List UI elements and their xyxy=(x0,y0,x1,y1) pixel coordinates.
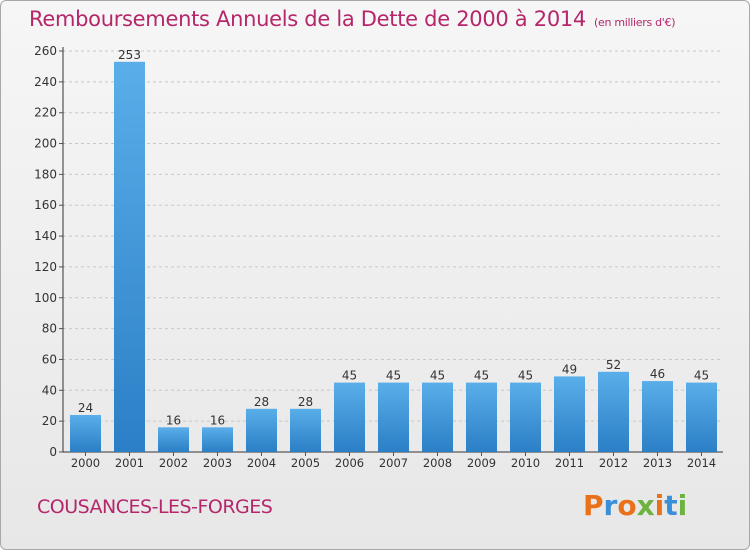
logo-letter: i xyxy=(677,489,688,522)
data-label-2007: 45 xyxy=(386,369,401,383)
bar-2010 xyxy=(510,382,541,452)
data-label-2013: 46 xyxy=(650,367,665,381)
bar-2001 xyxy=(114,61,145,453)
data-label-2014: 45 xyxy=(694,369,709,383)
y-tick-label: 40 xyxy=(42,383,57,397)
bar-2003 xyxy=(202,427,233,452)
y-tick-label: 80 xyxy=(42,322,57,336)
logo-letter: x xyxy=(636,489,655,522)
chart-title-text: Remboursements Annuels de la Dette de 20… xyxy=(29,7,586,31)
bar-2009 xyxy=(466,382,497,452)
logo-letter: o xyxy=(617,489,637,522)
x-tick-label: 2014 xyxy=(687,456,716,470)
y-tick-label: 200 xyxy=(34,137,57,151)
bar-2004 xyxy=(246,408,277,452)
commune-name: COUSANCES-LES-FORGES xyxy=(37,496,273,518)
bar-2006 xyxy=(334,382,365,452)
bar-2012 xyxy=(598,371,629,452)
x-tick-label: 2012 xyxy=(599,456,628,470)
x-tick-label: 2008 xyxy=(423,456,452,470)
data-label-2005: 28 xyxy=(298,395,313,409)
x-tick-label: 2005 xyxy=(291,456,320,470)
y-tick-label: 60 xyxy=(42,352,57,366)
data-label-2006: 45 xyxy=(342,369,357,383)
y-tick-label: 100 xyxy=(34,291,57,305)
bar-2007 xyxy=(378,382,409,452)
bar-2011 xyxy=(554,376,585,452)
chart-subtitle: (en milliers d'€) xyxy=(594,16,676,29)
data-label-2004: 28 xyxy=(254,395,269,409)
logo-letter: t xyxy=(664,489,678,522)
data-label-2003: 16 xyxy=(210,413,225,427)
y-tick-label: 180 xyxy=(34,167,57,181)
chart-title: Remboursements Annuels de la Dette de 20… xyxy=(29,7,675,31)
x-tick-label: 2004 xyxy=(247,456,276,470)
data-label-2008: 45 xyxy=(430,369,445,383)
y-tick-label: 240 xyxy=(34,75,57,89)
x-tick-label: 2007 xyxy=(379,456,408,470)
x-tick-label: 2009 xyxy=(467,456,496,470)
bar-2013 xyxy=(642,381,673,452)
bar-2005 xyxy=(290,408,321,452)
x-tick-label: 2013 xyxy=(643,456,672,470)
logo-letter: i xyxy=(654,489,665,522)
data-label-2002: 16 xyxy=(166,413,181,427)
data-label-2001: 253 xyxy=(118,48,141,62)
logo-letter: P xyxy=(583,489,604,522)
data-label-2009: 45 xyxy=(474,369,489,383)
x-tick-label: 2006 xyxy=(335,456,364,470)
data-label-2011: 49 xyxy=(562,362,577,376)
x-tick-label: 2010 xyxy=(511,456,540,470)
y-tick-label: 160 xyxy=(34,198,57,212)
x-tick-label: 2011 xyxy=(555,456,584,470)
y-tick-label: 120 xyxy=(34,260,57,274)
x-tick-label: 2003 xyxy=(203,456,232,470)
y-tick-label: 220 xyxy=(34,106,57,120)
y-tick-label: 260 xyxy=(34,44,57,58)
y-tick-label: 20 xyxy=(42,414,57,428)
y-tick-label: 140 xyxy=(34,229,57,243)
data-label-2012: 52 xyxy=(606,358,621,372)
x-tick-label: 2000 xyxy=(71,456,100,470)
proxiti-logo: Proxiti xyxy=(583,489,687,522)
x-tick-label: 2001 xyxy=(115,456,144,470)
bar-2000 xyxy=(70,414,101,452)
bar-2008 xyxy=(422,382,453,452)
data-label-2000: 24 xyxy=(78,401,93,415)
bar-2014 xyxy=(686,382,717,452)
bar-2002 xyxy=(158,427,189,452)
logo-letter: r xyxy=(603,489,618,522)
data-label-2010: 45 xyxy=(518,369,533,383)
x-tick-label: 2002 xyxy=(159,456,188,470)
y-tick-label: 0 xyxy=(49,445,57,459)
